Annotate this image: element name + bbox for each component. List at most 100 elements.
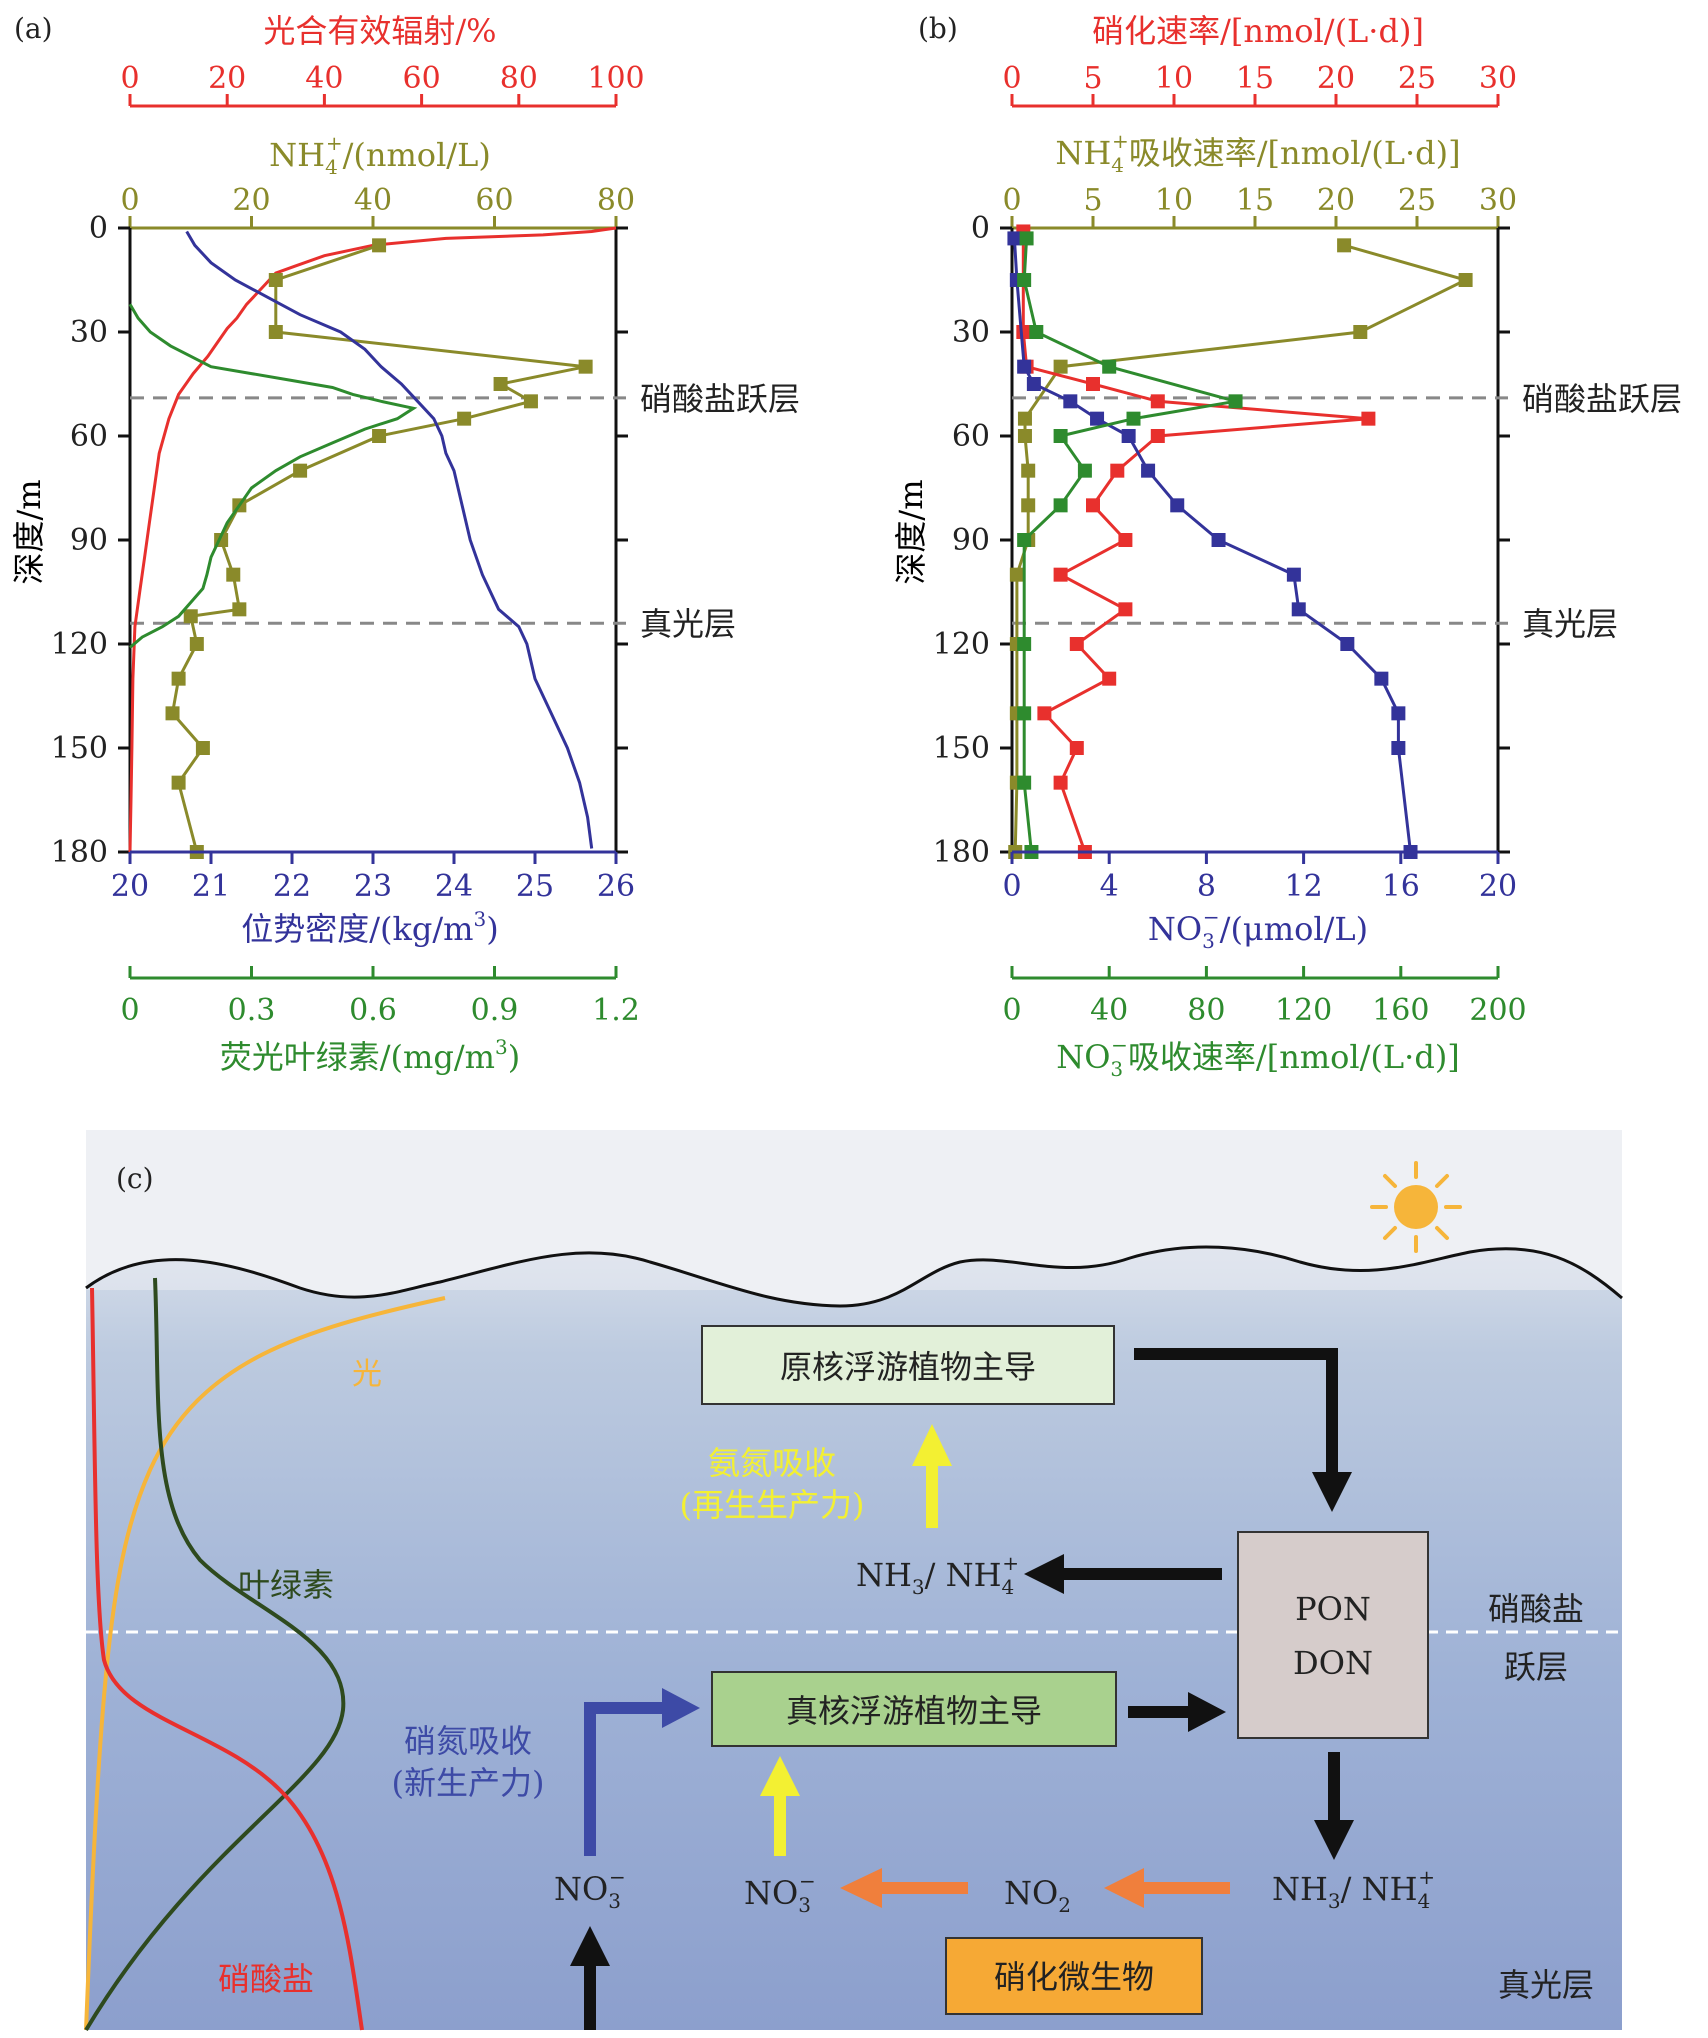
- b-top_red-tick-label: 15: [1236, 61, 1274, 96]
- pon-don-box: [1237, 1531, 1429, 1739]
- b-depth-tick-label: 150: [933, 731, 990, 766]
- a-depth-tick-label: 60: [70, 419, 108, 454]
- b-series-0-point: [1017, 429, 1032, 443]
- b-series-2-point: [1141, 463, 1156, 478]
- b-series-1-point: [1053, 775, 1068, 790]
- a-bottom_blue-tick-label: 24: [435, 869, 473, 904]
- b-series-0-point: [1053, 359, 1068, 374]
- panel-b: (b) 硝化速率/[nmol/(L·d)] 0 5 10 15 20 25 30 NH4+吸…: [892, 12, 1682, 1081]
- arrow-pro-to-pon-head: [1312, 1472, 1352, 1512]
- b-series-2-point: [1211, 533, 1226, 547]
- panel-b-label: (b): [918, 12, 958, 45]
- a-bottom_green-tick-label: 0.6: [349, 993, 397, 1028]
- a-bottom_blue-tick-label: 22: [273, 869, 311, 904]
- b-top_olive-tick-label: 20: [1317, 183, 1355, 218]
- b-series-3-point: [1029, 325, 1044, 339]
- b-series-2-point: [1374, 671, 1389, 686]
- panel-b-top-red-axis-title: 硝化速率/[nmol/(L·d)]: [1092, 12, 1424, 50]
- b-series-1-point: [1069, 637, 1084, 651]
- panel-a-depth-axis-title: 深度/m: [10, 479, 48, 584]
- ammonium-uptake-sublabel: (再生生产力): [680, 1486, 865, 1524]
- b-top_olive-tick-label: 0: [1002, 183, 1021, 218]
- panel-b-depth-axis-title: 深度/m: [892, 479, 930, 584]
- a-series-1-point: [171, 775, 186, 790]
- a-series-1-point: [171, 671, 186, 686]
- a-series-1-point: [195, 741, 210, 755]
- a-top_red-tick-label: 0: [120, 61, 139, 96]
- sun-icon: [1370, 1161, 1462, 1253]
- b-series-2-point: [1286, 567, 1301, 582]
- b-series-1-point: [1118, 602, 1133, 617]
- a-bottom_green-tick-label: 1.2: [592, 993, 640, 1028]
- b-top_red-tick-label: 10: [1155, 61, 1193, 96]
- prokaryote-box-label: 原核浮游植物主导: [780, 1348, 1036, 1386]
- a-top_olive-tick-label: 60: [475, 183, 513, 218]
- b-bottom_green-tick-label: 120: [1275, 993, 1332, 1028]
- b-series-0-point: [1337, 238, 1352, 253]
- a-top_red-tick-label: 80: [500, 61, 538, 96]
- b-top_red-tick-label: 20: [1317, 61, 1355, 96]
- panel-b-bottom-green-axis-title: NO3−吸收速率/[nmol/(L·d)]: [1056, 1033, 1460, 1081]
- eukaryote-box-label: 真核浮游植物主导: [786, 1692, 1042, 1730]
- b-top_olive-tick-label: 15: [1236, 183, 1274, 218]
- nitrate-curve: [90, 1287, 364, 2031]
- b-series-3-point: [1017, 273, 1032, 287]
- panel-c-label: (c): [116, 1162, 154, 1195]
- panel-a-top-red-axis: 0 20 40 60 80 100: [120, 61, 645, 108]
- panel-a-label: (a): [14, 12, 53, 45]
- a-bottom_blue-tick-label: 25: [516, 869, 554, 904]
- b-series-0-point: [1353, 325, 1368, 339]
- b-depth-tick-label: 30: [952, 315, 990, 350]
- nh3-nh4-upper-label: NH3/ NH4+: [856, 1551, 1019, 1599]
- a-series-1-point: [189, 637, 204, 651]
- b-top_olive-tick-label: 10: [1155, 183, 1193, 218]
- b-depth-tick-label: 180: [933, 835, 990, 870]
- arrow-euk-to-pon-head: [1188, 1692, 1226, 1732]
- a-series-1-point: [268, 325, 283, 339]
- b-series-0-point: [1021, 498, 1036, 513]
- arrow-no2-to-no3-head: [840, 1868, 882, 1908]
- b-series-line-0: [1013, 243, 1470, 853]
- b-depth-tick-label: 120: [933, 627, 990, 662]
- a-layer-label: 硝酸盐跃层: [640, 380, 800, 418]
- a-bottom_green-tick-label: 0: [120, 993, 139, 1028]
- arrow-pon-to-nh-head: [1024, 1554, 1064, 1594]
- b-layer-label: 真光层: [1522, 605, 1618, 643]
- a-depth-tick-label: 180: [51, 835, 108, 870]
- b-series-2-point: [1170, 498, 1185, 513]
- sea-surface-line: [85, 1245, 1623, 1308]
- arrow-nh-to-no2-head: [1104, 1868, 1144, 1908]
- don-label: DON: [1293, 1644, 1373, 1682]
- a-series-1-point: [372, 429, 387, 443]
- panel-a-top-olive-axis: 0 20 40 60 80: [120, 183, 635, 230]
- b-series-1-point: [1086, 377, 1100, 391]
- panel-a: (a) 光合有效辐射/% 0 20 40 60 80 100 NH4+/(nmol/L) …: [10, 12, 800, 1076]
- panel-a-bottom-green-axis-title: 荧光叶绿素/(mg/m3): [220, 1035, 520, 1076]
- b-series-3-point: [1019, 231, 1034, 246]
- panel-b-bottom-green-axis: 0 40 80 120 160 200: [1002, 966, 1527, 1028]
- b-series-1-point: [1069, 741, 1084, 755]
- b-bottom_green-tick-label: 80: [1187, 993, 1225, 1028]
- b-series-1-point: [1016, 325, 1031, 339]
- b-series-2-point: [1340, 637, 1355, 651]
- b-series-2-point: [1007, 231, 1022, 246]
- b-bottom_blue-tick-label: 0: [1002, 869, 1021, 904]
- a-top_olive-tick-label: 0: [120, 183, 139, 218]
- b-top_olive-tick-label: 25: [1398, 183, 1436, 218]
- a-series-1-point: [523, 394, 538, 409]
- b-series-3-point: [1102, 359, 1117, 374]
- b-depth-tick-label: 60: [952, 419, 990, 454]
- arrow-nitrate-uptake-head: [760, 1756, 800, 1796]
- a-top_olive-tick-label: 80: [597, 183, 635, 218]
- b-top_red-tick-label: 5: [1083, 61, 1102, 96]
- nitrate-uptake-sublabel: (新生产力): [392, 1764, 545, 1802]
- yellow-arrows: [760, 1424, 952, 1856]
- a-bottom_green-tick-label: 0.9: [471, 993, 519, 1028]
- arrow-pon-to-nh-lower-head: [1314, 1820, 1354, 1860]
- a-bottom_blue-tick-label: 21: [192, 869, 230, 904]
- a-series-1-point: [372, 238, 387, 253]
- a-top_olive-tick-label: 40: [354, 183, 392, 218]
- a-top_red-tick-label: 40: [305, 61, 343, 96]
- a-series-line-3: [128, 303, 418, 649]
